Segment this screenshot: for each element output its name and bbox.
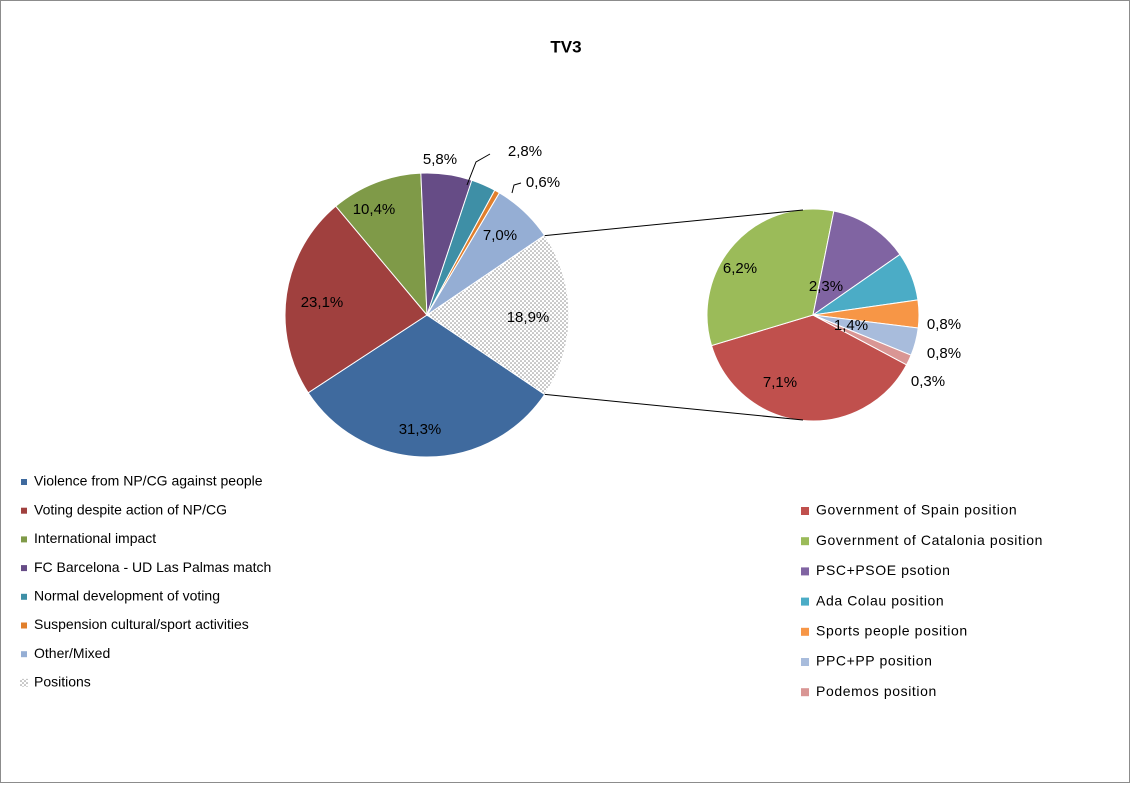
data-label: 1,4%	[834, 317, 868, 334]
legend-label: Sports people position	[816, 623, 968, 639]
legend-marker	[21, 622, 27, 629]
legend-label: Voting despite action of NP/CG	[34, 501, 227, 517]
data-label: 7,0%	[483, 227, 517, 244]
data-label: 18,9%	[507, 309, 550, 326]
data-label: 7,1%	[763, 374, 797, 391]
legend-label: Other/Mixed	[34, 645, 110, 661]
data-label: 0,8%	[927, 345, 961, 362]
legend-label: Podemos position	[816, 683, 937, 699]
pie-slice	[812, 210, 901, 317]
legend-marker	[801, 507, 809, 515]
connector-line	[544, 393, 804, 421]
data-label: 5,8%	[423, 151, 457, 168]
legend-marker	[801, 597, 809, 606]
connector-line	[544, 209, 804, 237]
legend-label: Violence from NP/CG against people	[34, 473, 263, 489]
pie-slice	[335, 172, 428, 317]
legend-label: International impact	[34, 530, 156, 546]
leader-line	[511, 182, 522, 194]
data-label: 0,8%	[927, 316, 961, 333]
data-label: 10,4%	[353, 201, 396, 218]
legend-marker	[20, 678, 28, 687]
data-label: 0,3%	[911, 373, 945, 390]
legend-marker	[21, 651, 27, 658]
legend-marker	[801, 688, 809, 697]
legend-marker	[801, 537, 809, 546]
legend-label: FC Barcelona - UD Las Palmas match	[34, 559, 271, 575]
legend-label: Government of Catalonia position	[816, 532, 1043, 548]
chart-title: TV3	[550, 37, 581, 56]
legend-marker	[21, 565, 27, 572]
legend-label: Positions	[34, 674, 91, 690]
pie-slice	[284, 205, 428, 394]
data-label: 23,1%	[301, 294, 344, 311]
data-label: 2,3%	[809, 278, 843, 295]
legend-label: Suspension cultural/sport activities	[34, 616, 249, 632]
pie-slice	[307, 314, 546, 458]
legend-marker	[21, 536, 27, 543]
legend-marker	[21, 479, 27, 485]
data-label: 31,3%	[399, 421, 442, 438]
pie-slice	[426, 234, 570, 396]
data-label: 6,2%	[723, 260, 757, 277]
pie-slice	[710, 314, 908, 422]
data-label: 0,6%	[526, 174, 560, 191]
legend-marker	[21, 593, 27, 600]
pie-slice	[706, 208, 835, 347]
legend-marker	[801, 567, 809, 576]
pie-slice	[812, 314, 912, 366]
legend-label: Normal development of voting	[34, 588, 220, 604]
legend-label: Ada Colau position	[816, 592, 944, 608]
legend-marker	[801, 658, 809, 666]
leader-line	[466, 153, 491, 186]
legend-label: PSC+PSOE psotion	[816, 562, 951, 578]
legend-marker	[801, 627, 809, 636]
legend-marker	[21, 507, 27, 514]
legend-label: Government of Spain position	[816, 502, 1017, 518]
legend-label: PPC+PP position	[816, 653, 933, 669]
data-label: 2,8%	[508, 143, 542, 160]
